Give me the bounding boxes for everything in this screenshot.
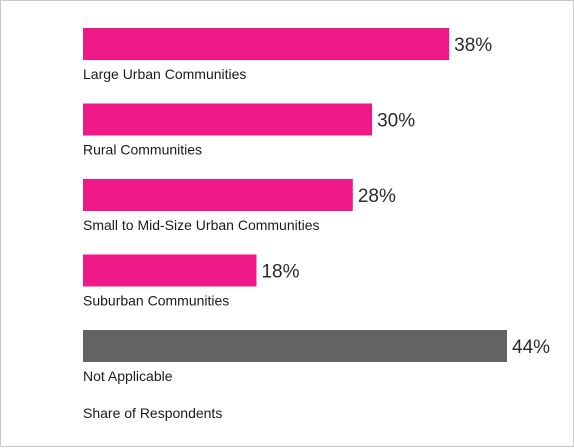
bar: [83, 103, 373, 136]
bar: [83, 28, 450, 60]
category-label: Small to Mid-Size Urban Communities: [83, 217, 320, 233]
value-label: 28%: [358, 186, 396, 207]
bar: [83, 330, 507, 362]
value-label: 30%: [377, 111, 415, 132]
bar: [83, 254, 257, 287]
category-label: Suburban Communities: [83, 293, 229, 309]
x-axis-label: Share of Respondents: [83, 405, 222, 421]
bar: [83, 179, 353, 211]
category-label: Large Urban Communities: [83, 66, 246, 82]
value-label: 18%: [261, 262, 299, 283]
category-label: Not Applicable: [83, 368, 173, 384]
category-label: Rural Communities: [83, 142, 202, 158]
value-label: 38%: [454, 35, 492, 56]
value-label: 44%: [512, 337, 550, 358]
bars-layer: 38% Large Urban Communities 30% Rural Commu…: [83, 28, 550, 384]
